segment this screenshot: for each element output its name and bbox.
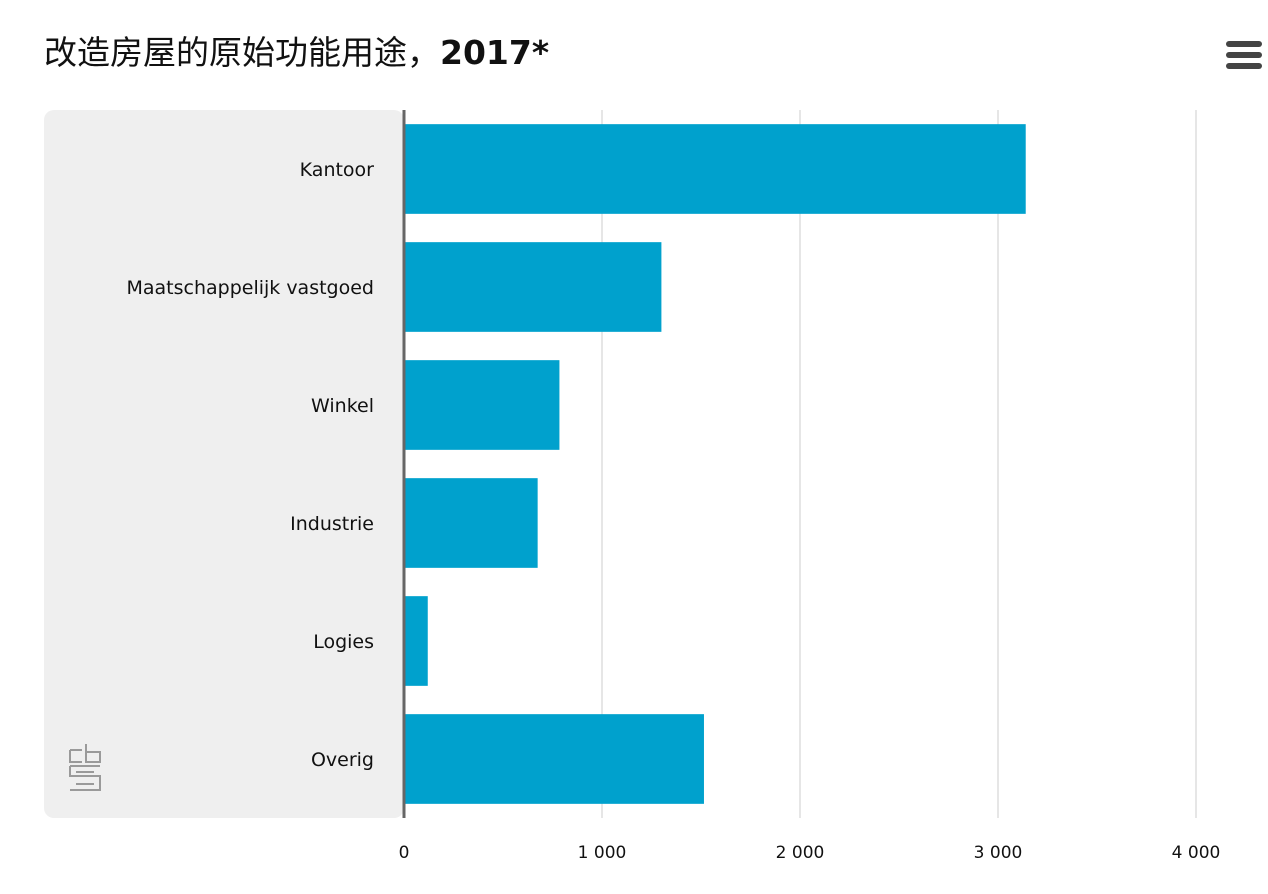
hamburger-menu-icon[interactable] <box>1226 41 1262 69</box>
chart-title-main: 改造房屋的原始功能用途， <box>44 33 440 72</box>
category-label: Winkel <box>311 395 374 417</box>
x-tick-label: 0 <box>399 843 410 863</box>
category-labels: Kantoor Maatschappelijk vastgoed Winkel Ind… <box>126 159 374 771</box>
bar[interactable] <box>404 714 704 804</box>
category-label: Maatschappelijk vastgoed <box>126 277 374 299</box>
x-tick-label: 3 000 <box>974 843 1023 863</box>
x-tick-label: 4 000 <box>1172 843 1221 863</box>
bar[interactable] <box>404 596 428 686</box>
category-panel <box>44 110 404 818</box>
category-label: Overig <box>311 749 374 771</box>
chart-title: 改造房屋的原始功能用途，2017* <box>44 26 549 74</box>
cbs-logo-icon <box>69 744 101 791</box>
grid-lines <box>601 110 1197 818</box>
bar[interactable] <box>404 242 662 332</box>
bar[interactable] <box>404 124 1026 214</box>
x-tick-labels: 0 1 000 2 000 3 000 4 000 <box>399 843 1221 863</box>
bar[interactable] <box>404 360 560 450</box>
category-label: Industrie <box>290 513 374 535</box>
bar[interactable] <box>404 478 538 568</box>
x-tick-label: 1 000 <box>578 843 627 863</box>
chart-title-year: 2017* <box>440 33 550 72</box>
bars <box>404 124 1026 804</box>
x-tick-label: 2 000 <box>776 843 825 863</box>
category-label: Logies <box>313 631 374 653</box>
category-label: Kantoor <box>300 159 375 181</box>
